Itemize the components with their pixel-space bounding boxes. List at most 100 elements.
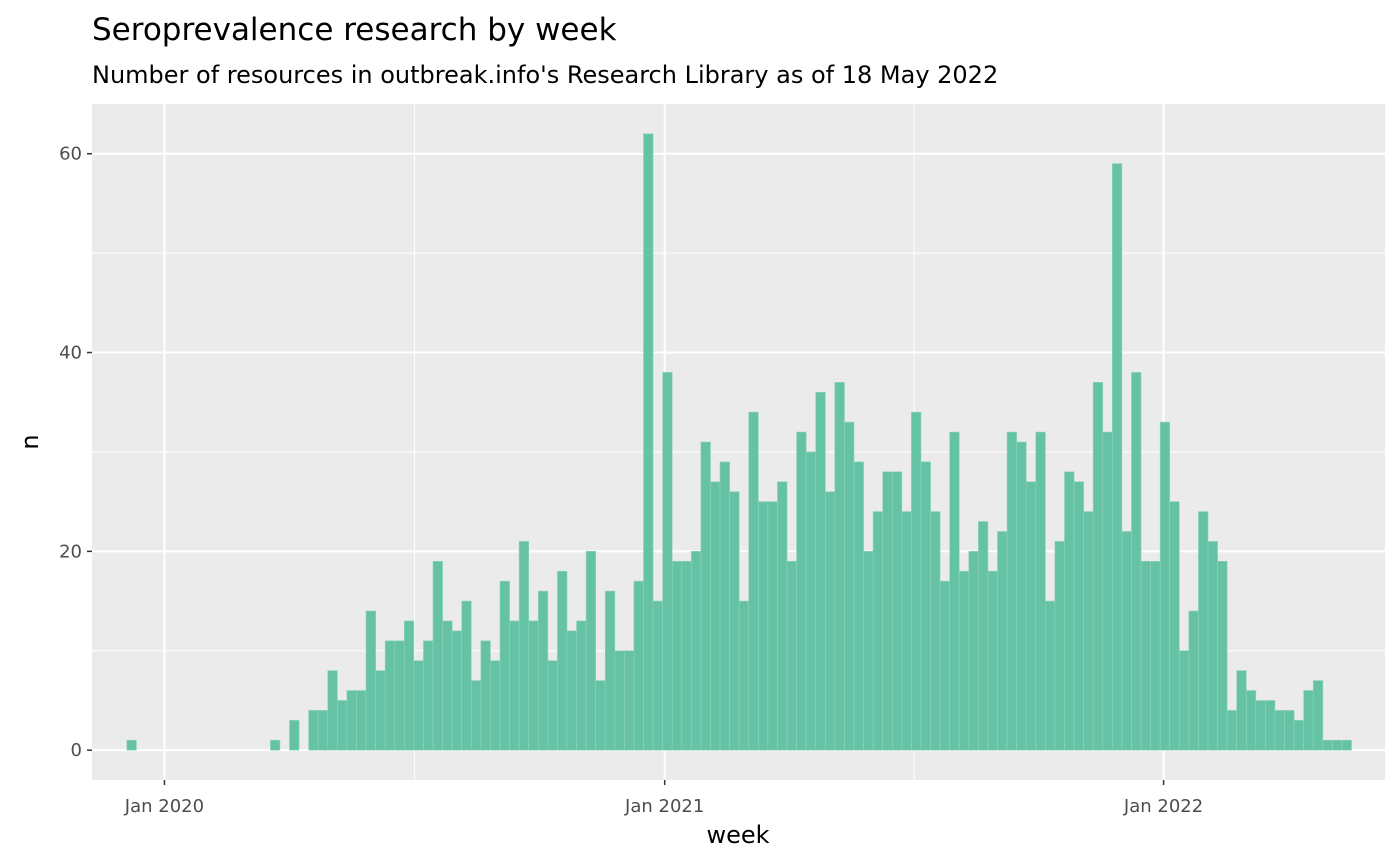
bar	[1102, 431, 1113, 751]
bar	[1198, 511, 1209, 751]
bar	[346, 690, 357, 751]
x-tick-label: Jan 2022	[1123, 796, 1203, 817]
y-tick-label: 0	[71, 740, 82, 761]
bar	[557, 570, 568, 751]
bar	[356, 690, 367, 751]
bar	[738, 600, 750, 751]
bar	[844, 421, 855, 751]
bar	[997, 531, 1008, 751]
bar	[576, 620, 587, 751]
bar	[824, 491, 836, 751]
bar	[939, 580, 950, 751]
bar	[1293, 720, 1304, 751]
bar	[671, 560, 683, 751]
bar	[490, 660, 501, 751]
bar	[882, 471, 893, 751]
bar	[289, 720, 300, 751]
bar	[643, 133, 654, 751]
bar	[1121, 531, 1132, 751]
bar	[1188, 610, 1199, 751]
bar	[1045, 600, 1056, 751]
bar	[719, 461, 730, 751]
y-axis-title: n	[16, 434, 44, 449]
bar	[872, 511, 883, 751]
bar	[614, 650, 625, 751]
bar	[1178, 650, 1190, 751]
bar	[958, 570, 970, 751]
bar	[920, 461, 931, 751]
bar	[1169, 501, 1180, 751]
bar	[978, 521, 989, 751]
bar	[1207, 541, 1218, 751]
bar	[805, 451, 817, 751]
bar	[1312, 680, 1324, 751]
bar	[317, 710, 329, 751]
bar	[585, 551, 596, 751]
bar	[413, 660, 424, 751]
bar	[786, 560, 797, 751]
bar	[1054, 541, 1065, 751]
chart-title: Seroprevalence research by week	[92, 12, 617, 48]
x-axis-title: week	[706, 821, 769, 849]
bar	[566, 630, 577, 751]
bar	[1131, 372, 1142, 751]
bar	[901, 511, 912, 751]
bar	[949, 431, 960, 751]
bar	[537, 590, 549, 751]
bar	[327, 670, 338, 751]
bar	[384, 640, 396, 751]
bar	[633, 580, 644, 751]
bar	[1150, 560, 1161, 751]
bar	[270, 739, 281, 751]
bar	[1226, 710, 1238, 751]
y-tick-label: 40	[59, 343, 82, 364]
y-tick-label: 60	[59, 144, 82, 165]
bar	[1016, 441, 1027, 751]
bar	[375, 670, 386, 751]
y-tick-label: 20	[59, 541, 82, 562]
bar	[1265, 700, 1276, 751]
bar	[1092, 382, 1104, 751]
bar	[1217, 560, 1228, 751]
bar	[337, 700, 348, 751]
bar	[891, 471, 903, 751]
bar	[729, 491, 740, 751]
bar	[423, 640, 434, 751]
bar	[1073, 481, 1084, 751]
bar	[777, 481, 788, 751]
bar	[1112, 163, 1123, 751]
bar	[796, 431, 807, 751]
bar	[1140, 560, 1151, 751]
bar	[1035, 431, 1046, 751]
bar	[451, 630, 463, 751]
bar	[1159, 421, 1171, 751]
bar	[1274, 710, 1285, 751]
bar	[863, 551, 874, 751]
bar	[394, 640, 405, 751]
bar	[911, 411, 922, 751]
bar	[930, 511, 941, 751]
bar	[815, 391, 826, 751]
chart-subtitle: Number of resources in outbreak.info's R…	[92, 61, 998, 89]
x-tick-label: Jan 2020	[124, 796, 204, 817]
bar	[1255, 700, 1266, 751]
bar	[470, 680, 482, 751]
bar	[748, 411, 759, 751]
bar	[126, 739, 137, 751]
bar	[652, 600, 663, 751]
bar	[710, 481, 721, 751]
bar	[595, 680, 606, 751]
bar	[1303, 690, 1314, 751]
bar	[308, 710, 319, 751]
bar	[700, 441, 711, 751]
bar	[1236, 670, 1247, 751]
bar	[499, 580, 510, 751]
bar	[1245, 690, 1257, 751]
bar	[758, 501, 769, 751]
bar	[1006, 431, 1017, 751]
x-tick-label: Jan 2021	[624, 796, 704, 817]
bar	[442, 620, 453, 751]
bar	[681, 560, 692, 751]
x-axis: Jan 2020 Jan 2021 Jan 2022	[124, 780, 1203, 817]
